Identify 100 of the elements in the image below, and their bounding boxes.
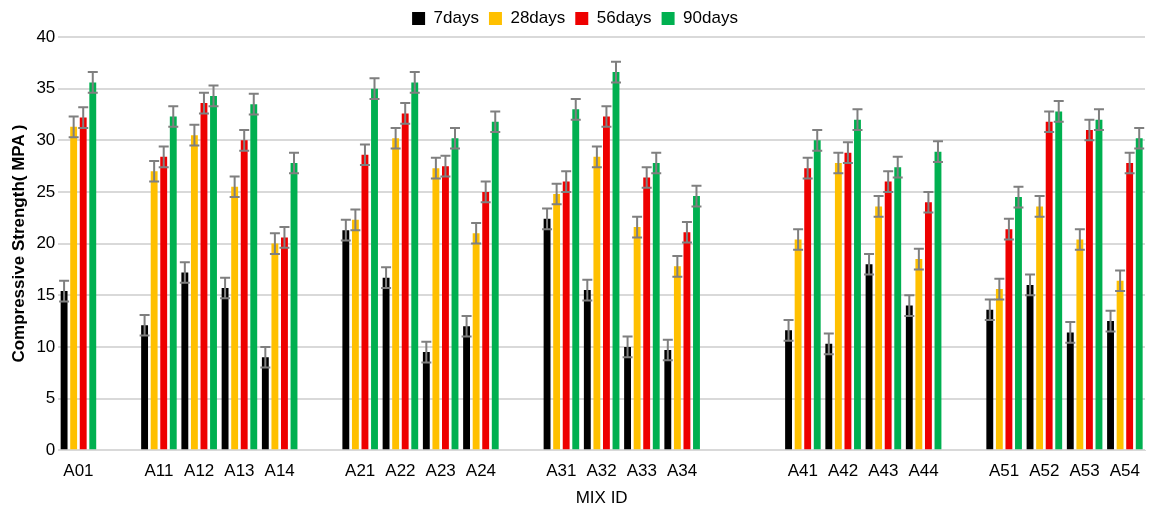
x-tick-label: A22 (385, 461, 416, 481)
bar (1066, 332, 1074, 450)
bar (633, 227, 641, 450)
bar (905, 305, 913, 450)
bar (1126, 163, 1134, 450)
bar (643, 177, 651, 450)
x-tick-label: A23 (425, 461, 456, 481)
x-tick-label: A53 (1069, 461, 1100, 481)
bar (924, 202, 932, 450)
bar (371, 88, 378, 450)
bar (1085, 129, 1093, 450)
bar (392, 138, 400, 450)
bar (221, 288, 229, 450)
bar (250, 104, 258, 450)
bar (401, 113, 409, 450)
bar (491, 121, 499, 450)
legend-label: 28days (510, 8, 566, 28)
bar (844, 152, 852, 450)
bar (1015, 197, 1022, 450)
x-tick-label: A13 (224, 461, 255, 481)
x-axis-title: MIX ID (575, 488, 628, 508)
y-tick-label: 35 (36, 78, 56, 98)
bar (1036, 206, 1044, 450)
bar (624, 346, 632, 450)
bar (89, 82, 97, 450)
bar (1045, 121, 1053, 450)
bar (169, 116, 177, 450)
y-tick-label: 40 (36, 26, 56, 46)
bar (210, 95, 217, 450)
bar (673, 266, 681, 450)
bar (664, 350, 672, 450)
bar (181, 272, 189, 450)
x-tick-label: A44 (908, 461, 939, 481)
bar (422, 352, 430, 450)
x-tick-label: A33 (626, 461, 658, 481)
bar (583, 290, 591, 450)
bar (834, 163, 842, 450)
bar (79, 117, 87, 450)
bar (875, 206, 883, 450)
x-tick-label: A42 (828, 461, 859, 481)
x-tick-label: A41 (787, 461, 819, 481)
bar (60, 291, 68, 450)
bar (825, 343, 833, 450)
bar (572, 109, 580, 450)
bar (995, 289, 1003, 450)
bar (231, 186, 239, 450)
x-tick-label: A12 (184, 461, 215, 481)
bar (562, 181, 570, 450)
x-tick-label: A11 (144, 461, 174, 481)
bar (804, 168, 812, 450)
bar (442, 166, 449, 450)
bar (1107, 321, 1114, 450)
y-tick-label: 20 (36, 233, 56, 253)
bar (70, 126, 78, 450)
bar (1116, 280, 1124, 450)
bar (1005, 229, 1013, 450)
bar (683, 232, 691, 450)
bar (411, 82, 419, 450)
bar (915, 259, 923, 450)
y-tick-label: 10 (36, 336, 56, 356)
x-tick-label: A14 (264, 461, 295, 481)
x-tick-label: A31 (546, 461, 577, 481)
x-tick-label: A34 (667, 461, 698, 481)
legend-label: 56days (596, 8, 652, 28)
x-tick-label: A24 (465, 461, 497, 481)
bar (432, 168, 440, 450)
bar (602, 116, 610, 450)
bar (463, 326, 471, 450)
bar (884, 181, 892, 450)
x-tick-label: A21 (345, 461, 376, 481)
bar (543, 218, 551, 450)
bar (271, 243, 279, 450)
bar (894, 167, 902, 450)
bar (281, 237, 288, 450)
bar (160, 156, 168, 450)
bar (593, 156, 601, 450)
bar (785, 330, 792, 450)
bar (1076, 239, 1084, 450)
bar (854, 119, 861, 450)
y-tick-label: 0 (45, 439, 56, 459)
bar (482, 191, 490, 450)
x-tick-label: A51 (989, 461, 1020, 481)
bar (986, 309, 994, 450)
y-axis-title: Compressive Strength( MPA ) (8, 124, 28, 363)
bar (553, 194, 561, 450)
bar (652, 163, 660, 450)
bar (1055, 111, 1063, 450)
x-tick-label: A54 (1109, 461, 1140, 481)
x-tick-label: A32 (586, 461, 617, 481)
bar (240, 140, 248, 450)
x-tick-label: A43 (868, 461, 899, 481)
bar (1135, 138, 1143, 450)
bar (693, 196, 700, 450)
y-tick-label: 25 (36, 181, 56, 201)
bar (150, 171, 158, 450)
x-tick-label: A01 (63, 461, 94, 481)
bar (813, 140, 821, 450)
x-tick-label: A52 (1029, 461, 1060, 481)
bar (382, 277, 390, 450)
legend-label: 7days (433, 8, 479, 28)
